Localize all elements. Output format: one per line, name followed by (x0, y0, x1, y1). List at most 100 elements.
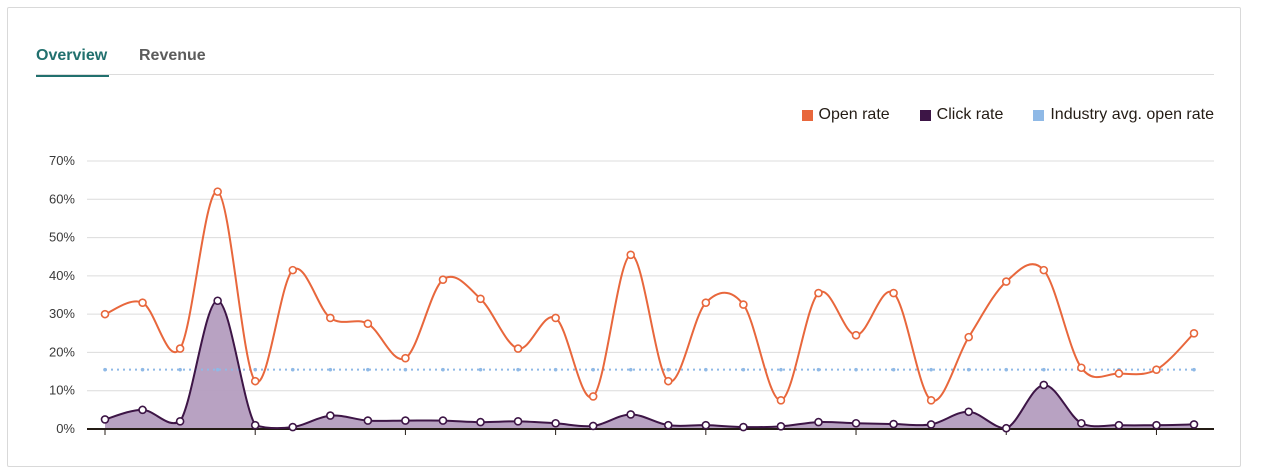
open-rate-point (438, 275, 448, 284)
click-rate-point (889, 419, 898, 429)
open-rate-point (663, 376, 673, 386)
click-rate-point (701, 420, 711, 430)
click-rate-point (1152, 420, 1161, 430)
open-rate-point (363, 319, 373, 329)
click-rate-point (1189, 420, 1199, 429)
industry-avg-point (253, 367, 258, 372)
industry-avg-point (328, 367, 333, 372)
click-rate-point (476, 417, 485, 427)
industry-avg-point (215, 367, 220, 372)
click-rate-point (776, 422, 786, 431)
click-rate-point (851, 418, 861, 428)
click-rate-point (1001, 423, 1011, 433)
click-rate-area (105, 300, 1194, 429)
chart-legend: Open rate Click rate Industry avg. open … (801, 106, 1214, 124)
open-rate-point (513, 344, 523, 353)
click-rate-point (326, 411, 335, 420)
y-tick-label: 0% (56, 421, 75, 436)
open-rate-point (213, 187, 222, 196)
legend-swatch-open-rate (801, 109, 813, 121)
legend-label-click-rate: Click rate (936, 106, 1004, 123)
open-rate-point (175, 344, 185, 353)
y-tick-label: 70% (49, 153, 75, 168)
industry-avg-point (478, 367, 483, 372)
open-rate-point (739, 300, 748, 309)
open-rate-point (326, 313, 335, 323)
industry-avg-point (666, 367, 671, 372)
click-rate-point (138, 405, 147, 415)
industry-avg-point (966, 367, 971, 372)
open-rate-point (476, 294, 485, 304)
industry-avg-point (779, 367, 783, 372)
y-tick-label: 30% (49, 306, 75, 321)
open-rate-point (926, 395, 936, 405)
industry-avg-point (628, 367, 633, 372)
open-rate-point (889, 288, 898, 298)
open-rate-point (851, 330, 861, 340)
open-rate-point (1077, 363, 1086, 373)
click-rate-point (739, 422, 748, 432)
open-rate-point (250, 376, 260, 386)
industry-avg-point (891, 367, 896, 372)
industry-avg-point (553, 367, 558, 372)
industry-avg-point (1004, 367, 1009, 372)
legend-item-open-rate[interactable]: Open rate (801, 106, 890, 124)
click-rate-point (100, 415, 110, 424)
industry-avg-point (704, 367, 708, 372)
click-rate-point (513, 417, 523, 426)
legend-label-open-rate: Open rate (818, 106, 890, 123)
open-rate-point (401, 353, 410, 363)
click-rate-point (250, 420, 260, 430)
legend-label-industry-avg: Industry avg. open rate (1050, 106, 1214, 123)
industry-avg-point (403, 367, 408, 372)
industry-avg-point (1192, 367, 1196, 372)
legend-swatch-click-rate (919, 109, 931, 121)
industry-avg-point (441, 367, 445, 372)
y-tick-label: 60% (49, 191, 75, 206)
click-rate-point (175, 417, 185, 426)
industry-avg-point (290, 367, 295, 372)
open-rate-point (1189, 328, 1199, 338)
click-rate-point (438, 416, 448, 425)
click-rate-point (588, 421, 598, 431)
tab-overview-label: Overview (36, 47, 108, 64)
click-rate-point (1077, 418, 1086, 428)
industry-avg-point (516, 367, 520, 372)
open-rate-point (1114, 369, 1124, 378)
click-rate-point (626, 410, 636, 419)
open-rate-point (776, 395, 786, 405)
active-tab-indicator (36, 75, 109, 77)
legend-item-industry-avg[interactable]: Industry avg. open rate (1033, 106, 1214, 124)
click-rate-point (814, 417, 823, 427)
click-rate-point (1114, 420, 1124, 430)
open-rate-point (138, 298, 147, 307)
open-rate-point (1039, 265, 1049, 275)
industry-avg-point (178, 367, 182, 372)
open-rate-point (288, 265, 298, 275)
industry-avg-point (366, 367, 370, 372)
click-rate-point (288, 422, 298, 432)
industry-avg-point (741, 367, 746, 372)
open-rate-point (1001, 277, 1011, 286)
y-tick-label: 40% (49, 268, 75, 283)
open-rate-point (100, 309, 110, 319)
legend-item-click-rate[interactable]: Click rate (919, 106, 1004, 124)
industry-avg-point (103, 367, 107, 372)
y-tick-label: 50% (49, 230, 75, 245)
y-tick-label: 10% (49, 383, 75, 398)
click-rate-point (213, 296, 222, 306)
open-rate-point (701, 298, 711, 307)
legend-swatch-industry-avg (1033, 109, 1045, 121)
tab-overview[interactable]: Overview (36, 47, 109, 77)
y-tick-label: 20% (49, 344, 75, 359)
industry-avg-point (1041, 367, 1046, 372)
click-rate-point (363, 416, 373, 425)
open-rate-point (626, 250, 636, 260)
click-rate-point (663, 420, 673, 430)
tab-revenue[interactable]: Revenue (139, 47, 206, 65)
tab-bar: Overview Revenue (36, 44, 1214, 77)
click-rate-point (551, 418, 560, 428)
industry-avg-point (816, 367, 821, 372)
click-rate-point (964, 407, 973, 417)
tab-revenue-label: Revenue (139, 47, 206, 64)
